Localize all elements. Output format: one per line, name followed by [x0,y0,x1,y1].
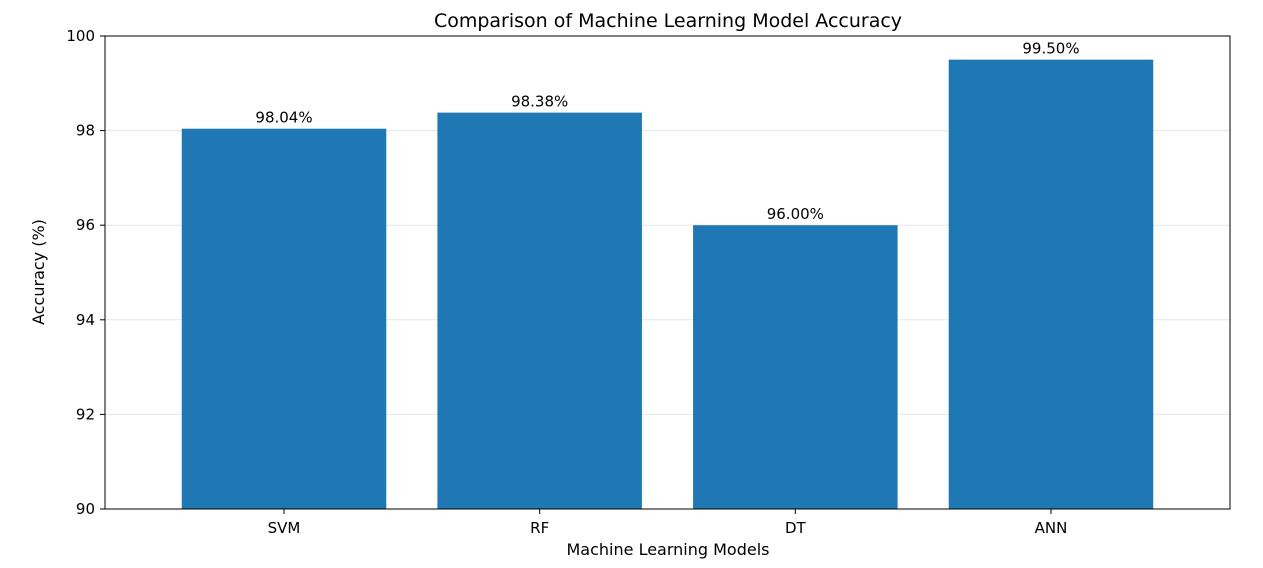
y-tick-label: 94 [76,311,95,329]
x-tick-label: SVM [268,519,301,537]
y-axis-label: Accuracy (%) [29,219,48,325]
y-tick-label: 98 [76,122,95,140]
plot-frame [104,35,1231,510]
bar-dt [693,225,898,509]
y-tick-label: 96 [76,216,95,234]
x-axis-label: Machine Learning Models [567,540,770,559]
y-axis-ticks: 90 92 94 96 98 100 [66,27,105,518]
bar-value-label: 98.04% [255,109,312,127]
bar-value-label: 99.50% [1022,40,1079,58]
x-tick-label: RF [530,519,549,537]
bar-value-labels: 98.04% 98.38% 96.00% 99.50% [255,40,1079,224]
y-tick-label: 92 [76,405,95,423]
bar-svm [181,128,387,509]
y-tick-label: 100 [66,27,95,45]
x-tick-label: ANN [1035,519,1068,537]
x-axis-ticks: SVM RF DT ANN [268,509,1068,537]
bar-value-label: 98.38% [511,93,568,111]
bar-rf [437,112,642,509]
y-tick-label: 90 [76,500,95,518]
bar-value-label: 96.00% [767,205,824,223]
chart-title: Comparison of Machine Learning Model Acc… [434,10,902,32]
bars [181,59,1154,510]
x-tick-label: DT [785,519,807,537]
bar-ann [948,59,1154,510]
